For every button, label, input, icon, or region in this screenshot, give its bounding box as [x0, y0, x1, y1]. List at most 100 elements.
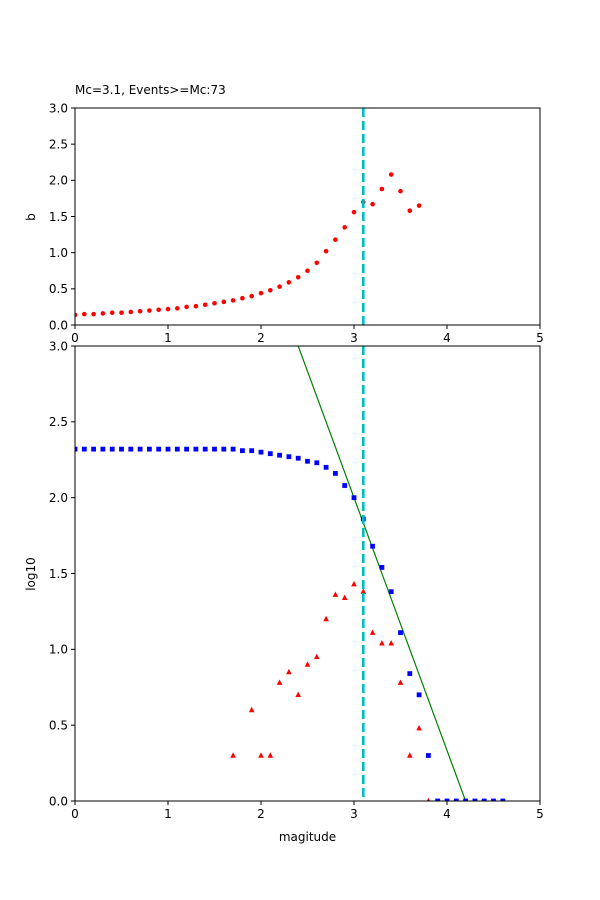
data-point	[109, 446, 115, 452]
x-tick-label: 3	[350, 807, 358, 821]
data-point	[416, 692, 422, 698]
plot-area: 0 1 2 3 4 5 0.0 0.5 1.0 1.5 2.0 2.5 3.0	[49, 101, 544, 345]
data-point	[491, 798, 496, 801]
y-tick-label: 0.0	[49, 794, 68, 808]
data-point	[407, 671, 413, 676]
data-point	[314, 653, 320, 660]
data-point	[342, 483, 348, 488]
data-point	[240, 295, 245, 301]
data-point	[295, 455, 301, 461]
data-point	[333, 471, 338, 476]
data-point	[305, 268, 310, 274]
y-tick-label: 3.0	[49, 339, 68, 353]
data-point	[202, 302, 208, 308]
data-layer	[75, 108, 422, 325]
data-point	[212, 446, 217, 452]
data-point	[379, 565, 385, 570]
data-point	[351, 580, 357, 587]
data-point	[351, 209, 357, 215]
data-point	[341, 594, 348, 600]
plot-area: 0 1 2 3 4 5 0.0 0.5 1.0 1.5 2.0 2.5 3.0	[49, 339, 544, 821]
data-point	[268, 287, 273, 293]
data-point	[258, 752, 264, 758]
data-point	[323, 615, 329, 622]
data-point	[398, 188, 403, 194]
data-point	[184, 446, 189, 452]
x-tick-label: 4	[443, 331, 451, 345]
data-point	[230, 298, 236, 303]
data-point	[267, 752, 274, 758]
x-tick-label: 2	[257, 807, 265, 821]
data-point	[184, 304, 189, 310]
data-point	[248, 706, 255, 713]
data-point	[314, 460, 320, 466]
x-tick-label: 3	[350, 331, 358, 345]
y-tick-label: 1.5	[49, 210, 68, 224]
chart-title: Mc=3.1, Events>=Mc:73	[75, 83, 226, 97]
data-point	[128, 309, 134, 315]
data-point	[305, 458, 310, 464]
data-point	[249, 448, 255, 454]
data-point	[258, 449, 264, 455]
y-tick-label: 0.0	[49, 318, 68, 332]
data-point	[277, 452, 282, 458]
data-point	[193, 303, 199, 309]
data-point	[295, 691, 301, 698]
x-tick-label: 0	[71, 807, 79, 821]
data-point	[175, 306, 180, 311]
data-point	[193, 446, 199, 452]
data-point	[444, 798, 450, 801]
data-point	[258, 290, 264, 296]
b-value-panel: Mc=3.1, Events>=Mc:73 b 0 1 2 3 4 5 0.0 0.5 1.0 1…	[24, 83, 544, 345]
data-point	[426, 753, 431, 758]
y-tick-label: 3.0	[49, 101, 68, 115]
y-tick-label: 2.5	[49, 415, 68, 429]
x-tick-label: 5	[536, 807, 544, 821]
data-point	[369, 629, 376, 635]
data-point	[81, 446, 87, 452]
data-point	[82, 311, 87, 317]
y-tick-label: 2.0	[49, 491, 68, 505]
data-point	[407, 752, 413, 758]
data-point	[397, 679, 404, 685]
x-tick-label: 0	[71, 331, 79, 345]
data-point	[286, 280, 292, 285]
y-tick-label: 2.0	[49, 174, 68, 188]
x-tick-label: 1	[164, 807, 172, 821]
x-tick-label: 4	[443, 807, 451, 821]
data-point	[435, 798, 441, 801]
data-point	[323, 248, 329, 254]
data-point	[416, 725, 422, 731]
data-point	[267, 451, 273, 457]
data-point	[156, 307, 161, 313]
x-axis-label: magitude	[279, 830, 336, 844]
data-point	[212, 301, 217, 306]
x-tick-label: 2	[257, 331, 265, 345]
data-point	[286, 668, 292, 675]
y-tick-label: 1.0	[49, 246, 68, 260]
y-tick-label: 1.5	[49, 567, 68, 581]
data-point	[416, 203, 422, 208]
data-point	[388, 172, 394, 177]
y-tick-label: 0.5	[49, 282, 68, 296]
data-point	[276, 679, 283, 685]
data-point	[453, 798, 459, 801]
y-tick-label: 0.5	[49, 718, 68, 732]
data-point	[370, 201, 375, 207]
data-point	[481, 798, 487, 801]
data-point	[137, 308, 143, 314]
data-point	[119, 446, 124, 452]
data-point	[295, 274, 301, 280]
y-axis-label: b	[24, 213, 38, 221]
data-point	[147, 446, 152, 452]
data-point	[156, 446, 162, 452]
data-point	[221, 299, 227, 305]
data-point	[360, 588, 367, 594]
data-point	[221, 446, 227, 452]
data-point	[286, 454, 292, 460]
data-point	[463, 798, 468, 801]
data-point	[230, 446, 236, 452]
data-point	[407, 208, 413, 214]
data-point	[137, 446, 143, 452]
